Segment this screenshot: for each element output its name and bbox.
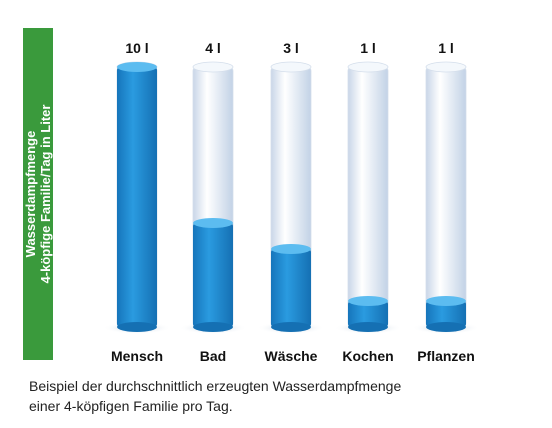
value-label-w-sche: 3 l [283,40,299,56]
caption-line-2: einer 4-köpfigen Familie pro Tag. [29,398,233,414]
category-label-mensch: Mensch [111,348,163,364]
category-label-kochen: Kochen [342,348,393,364]
value-label-bad: 4 l [205,40,221,56]
bar-mensch [117,67,157,327]
bar-bottom-w-sche [271,322,311,332]
tube-pflanzen [425,66,467,328]
ylabel-box [23,28,53,360]
bar-top-bad [193,218,233,228]
bar-bad [193,223,233,327]
category-label-bad: Bad [200,348,226,364]
bar-top-mensch [117,62,157,72]
tube-top-kochen [347,61,389,73]
category-label-w-sche: Wäsche [265,348,318,364]
bar-top-kochen [348,296,388,306]
category-label-pflanzen: Pflanzen [417,348,475,364]
caption: Beispiel der durchschnittlich erzeugten … [29,376,509,416]
value-label-kochen: 1 l [360,40,376,56]
tube-kochen [347,66,389,328]
value-label-pflanzen: 1 l [438,40,454,56]
bar-w-sche [271,249,311,327]
bar-top-pflanzen [426,296,466,306]
bar-bottom-bad [193,322,233,332]
value-label-mensch: 10 l [125,40,148,56]
caption-line-1: Beispiel der durchschnittlich erzeugten … [29,378,402,394]
bar-top-w-sche [271,244,311,254]
tube-top-w-sche [270,61,312,73]
bar-bottom-mensch [117,322,157,332]
bar-bottom-pflanzen [426,322,466,332]
bar-kochen [348,301,388,327]
bar-pflanzen [426,301,466,327]
tube-top-bad [192,61,234,73]
bar-bottom-kochen [348,322,388,332]
tube-top-pflanzen [425,61,467,73]
